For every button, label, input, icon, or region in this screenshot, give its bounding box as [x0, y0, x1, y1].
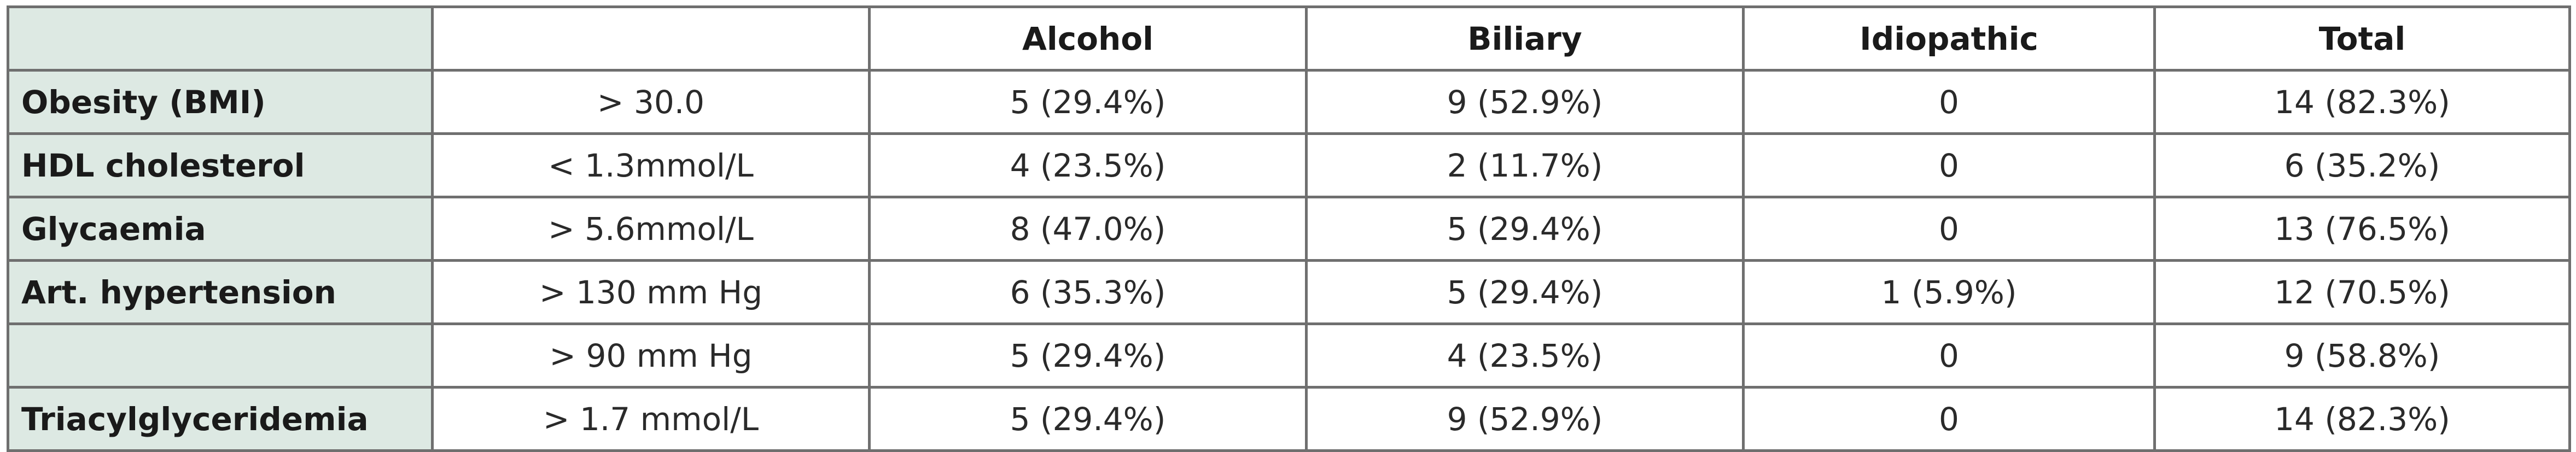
total-cell: 9 (58.8%): [2153, 322, 2571, 389]
table-row: Art. hypertension > 130 mm Hg 6 (35.3%) …: [7, 259, 2571, 325]
alcohol-cell: 5 (29.4%): [868, 69, 1308, 135]
criterion-cell: > 1.7 mmol/L: [431, 386, 871, 452]
total-cell: 12 (70.5%): [2153, 259, 2571, 325]
total-cell: 13 (76.5%): [2153, 196, 2571, 262]
metabolic-syndrome-table: Alcohol Biliary Idiopathic Total Obesity…: [7, 5, 2571, 452]
idiopathic-cell: 0: [1742, 132, 2156, 198]
biliary-cell: 9 (52.9%): [1305, 386, 1745, 452]
header-cell-criterion: [431, 5, 871, 72]
criterion-cell: > 130 mm Hg: [431, 259, 871, 325]
table-row: Obesity (BMI) > 30.0 5 (29.4%) 9 (52.9%)…: [7, 69, 2571, 135]
row-label: HDL cholesterol: [7, 132, 434, 198]
table-row: Triacylglyceridemia > 1.7 mmol/L 5 (29.4…: [7, 386, 2571, 452]
header-cell-alcohol: Alcohol: [868, 5, 1308, 72]
alcohol-cell: 5 (29.4%): [868, 386, 1308, 452]
total-cell: 6 (35.2%): [2153, 132, 2571, 198]
total-cell: 14 (82.3%): [2153, 69, 2571, 135]
idiopathic-cell: 0: [1742, 322, 2156, 389]
idiopathic-cell: 0: [1742, 386, 2156, 452]
biliary-cell: 5 (29.4%): [1305, 259, 1745, 325]
header-cell-total: Total: [2153, 5, 2571, 72]
criterion-cell: > 30.0: [431, 69, 871, 135]
biliary-cell: 2 (11.7%): [1305, 132, 1745, 198]
total-cell: 14 (82.3%): [2153, 386, 2571, 452]
row-label: Obesity (BMI): [7, 69, 434, 135]
idiopathic-cell: 1 (5.9%): [1742, 259, 2156, 325]
criterion-cell: > 90 mm Hg: [431, 322, 871, 389]
header-row: Alcohol Biliary Idiopathic Total: [7, 5, 2571, 72]
biliary-cell: 9 (52.9%): [1305, 69, 1745, 135]
data-table-container: Alcohol Biliary Idiopathic Total Obesity…: [7, 5, 2571, 452]
criterion-cell: > 5.6mmol/L: [431, 196, 871, 262]
idiopathic-cell: 0: [1742, 196, 2156, 262]
alcohol-cell: 5 (29.4%): [868, 322, 1308, 389]
row-label: Glycaemia: [7, 196, 434, 262]
row-label: Triacylglyceridemia: [7, 386, 434, 452]
alcohol-cell: 8 (47.0%): [868, 196, 1308, 262]
row-label: [7, 322, 434, 389]
criterion-cell: < 1.3mmol/L: [431, 132, 871, 198]
biliary-cell: 5 (29.4%): [1305, 196, 1745, 262]
table-row: Glycaemia > 5.6mmol/L 8 (47.0%) 5 (29.4%…: [7, 196, 2571, 262]
header-cell-biliary: Biliary: [1305, 5, 1745, 72]
table-row: HDL cholesterol < 1.3mmol/L 4 (23.5%) 2 …: [7, 132, 2571, 198]
header-cell-idiopathic: Idiopathic: [1742, 5, 2156, 72]
alcohol-cell: 6 (35.3%): [868, 259, 1308, 325]
biliary-cell: 4 (23.5%): [1305, 322, 1745, 389]
row-label: Art. hypertension: [7, 259, 434, 325]
table-row: > 90 mm Hg 5 (29.4%) 4 (23.5%) 0 9 (58.8…: [7, 322, 2571, 389]
idiopathic-cell: 0: [1742, 69, 2156, 135]
header-cell-label: [7, 5, 434, 72]
alcohol-cell: 4 (23.5%): [868, 132, 1308, 198]
